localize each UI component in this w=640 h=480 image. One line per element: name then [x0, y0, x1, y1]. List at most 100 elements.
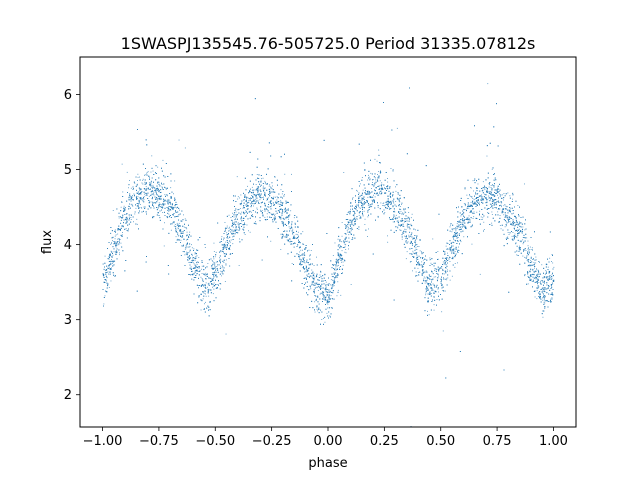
data-point: [304, 268, 306, 269]
data-point: [379, 187, 381, 189]
data-point: [528, 270, 530, 272]
data-point: [241, 216, 242, 217]
data-point: [484, 186, 486, 188]
data-point: [393, 210, 395, 212]
data-point: [281, 213, 283, 215]
data-point: [162, 212, 164, 213]
data-point: [422, 266, 424, 268]
data-point: [203, 284, 205, 286]
data-point: [494, 202, 496, 204]
data-point: [259, 194, 261, 196]
data-point: [232, 233, 233, 235]
data-point: [239, 223, 241, 224]
data-point: [225, 227, 226, 229]
data-point: [246, 197, 247, 199]
data-point: [540, 298, 542, 300]
data-point: [216, 284, 218, 285]
data-point: [250, 211, 252, 213]
data-point: [403, 212, 405, 214]
data-point: [134, 182, 136, 184]
data-point: [303, 257, 305, 259]
data-point: [310, 286, 311, 288]
data-point: [229, 248, 230, 250]
data-point: [221, 272, 223, 274]
data-point: [233, 214, 234, 216]
data-point: [193, 257, 195, 259]
data-point: [410, 240, 412, 242]
data-point: [170, 209, 172, 211]
data-point: [139, 202, 140, 204]
data-point: [519, 240, 521, 242]
data-point: [126, 171, 128, 173]
data-point: [373, 199, 374, 201]
data-point: [404, 231, 406, 233]
data-point: [432, 238, 434, 240]
data-point: [394, 215, 396, 217]
data-point: [333, 285, 335, 287]
data-point: [313, 273, 315, 275]
data-point: [269, 212, 271, 214]
data-point: [306, 260, 307, 262]
data-point: [512, 236, 514, 238]
data-point: [104, 255, 106, 257]
data-point: [176, 207, 177, 209]
data-point: [552, 283, 554, 285]
data-point: [323, 291, 325, 293]
data-point: [448, 256, 450, 258]
data-point: [130, 217, 132, 218]
data-point: [477, 193, 479, 194]
data-point: [379, 180, 381, 182]
data-point: [371, 205, 373, 207]
data-point: [399, 229, 401, 231]
data-point: [248, 202, 250, 204]
data-point: [518, 228, 520, 230]
data-point: [115, 253, 116, 255]
data-point: [537, 273, 539, 275]
data-point: [452, 229, 454, 231]
data-point: [310, 264, 311, 266]
data-point: [125, 228, 127, 229]
data-point: [214, 266, 216, 267]
data-point: [529, 270, 531, 272]
data-point: [549, 276, 551, 277]
data-point: [514, 215, 516, 217]
data-point: [237, 222, 239, 224]
data-point: [327, 283, 329, 285]
data-point: [229, 247, 231, 248]
data-point: [328, 301, 330, 303]
data-point: [118, 217, 120, 219]
data-point: [517, 205, 519, 206]
data-point: [152, 190, 154, 192]
data-point: [499, 196, 501, 198]
data-point: [150, 181, 152, 183]
data-point: [225, 259, 227, 261]
data-point: [457, 237, 459, 238]
data-point: [444, 290, 446, 292]
data-point: [177, 238, 179, 240]
data-point: [374, 158, 376, 160]
data-point: [544, 277, 546, 279]
data-point: [291, 173, 292, 175]
data-point: [155, 193, 157, 195]
data-point: [140, 193, 142, 195]
data-point: [274, 213, 276, 215]
data-point: [451, 231, 453, 233]
data-point: [115, 246, 117, 248]
data-point: [298, 247, 300, 249]
data-point: [189, 251, 191, 253]
data-point: [205, 295, 207, 297]
data-point: [362, 199, 364, 201]
data-point: [362, 214, 364, 216]
data-point: [271, 188, 273, 190]
data-point: [219, 257, 220, 259]
data-point: [330, 298, 332, 299]
data-point: [353, 214, 355, 215]
data-point: [371, 197, 372, 198]
data-point: [246, 208, 248, 210]
data-point: [163, 245, 165, 247]
data-point: [451, 275, 453, 277]
data-point: [348, 222, 350, 224]
data-point: [129, 180, 130, 181]
data-point: [111, 263, 113, 264]
data-point: [246, 203, 248, 204]
